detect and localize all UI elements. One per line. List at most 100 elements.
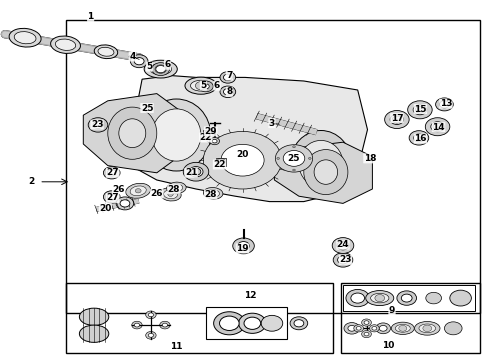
Ellipse shape	[170, 184, 183, 192]
Circle shape	[423, 325, 432, 332]
Circle shape	[134, 58, 144, 65]
Circle shape	[440, 101, 449, 108]
Circle shape	[338, 256, 348, 264]
Text: 14: 14	[432, 122, 445, 131]
Circle shape	[156, 66, 166, 73]
Circle shape	[390, 114, 404, 125]
Ellipse shape	[366, 291, 394, 306]
Circle shape	[261, 315, 283, 331]
Circle shape	[433, 123, 442, 130]
Ellipse shape	[108, 107, 157, 159]
Text: 8: 8	[226, 87, 232, 96]
Circle shape	[362, 319, 371, 326]
Circle shape	[189, 167, 203, 177]
Circle shape	[212, 139, 217, 143]
Circle shape	[376, 323, 391, 334]
Ellipse shape	[144, 60, 177, 78]
Ellipse shape	[14, 32, 36, 44]
Text: 17: 17	[391, 113, 403, 122]
Circle shape	[375, 294, 385, 302]
Circle shape	[204, 130, 213, 137]
Text: 23: 23	[91, 120, 103, 129]
Circle shape	[223, 89, 232, 95]
Text: 25: 25	[141, 104, 153, 112]
Circle shape	[238, 242, 249, 250]
Circle shape	[369, 325, 379, 332]
Text: 12: 12	[244, 291, 256, 300]
Text: 28: 28	[204, 190, 217, 199]
Circle shape	[148, 313, 153, 317]
Circle shape	[337, 241, 349, 250]
Circle shape	[217, 158, 225, 165]
Ellipse shape	[130, 186, 146, 196]
Ellipse shape	[164, 190, 177, 199]
Bar	[341, 283, 480, 353]
Ellipse shape	[152, 109, 201, 161]
Circle shape	[244, 317, 261, 329]
Circle shape	[132, 321, 142, 329]
Circle shape	[436, 98, 453, 111]
Circle shape	[354, 325, 364, 332]
Text: 6: 6	[165, 60, 171, 69]
Ellipse shape	[50, 36, 80, 53]
Ellipse shape	[142, 99, 211, 171]
Ellipse shape	[314, 160, 338, 184]
Text: 28: 28	[168, 184, 180, 194]
Text: 13: 13	[440, 99, 452, 108]
Text: 6: 6	[214, 81, 220, 90]
Circle shape	[413, 105, 427, 115]
Circle shape	[392, 116, 402, 123]
Circle shape	[346, 289, 369, 307]
Text: 20: 20	[236, 150, 249, 159]
Ellipse shape	[119, 119, 146, 148]
Text: 16: 16	[414, 134, 427, 143]
Circle shape	[364, 332, 369, 336]
Text: 7: 7	[226, 71, 233, 80]
Ellipse shape	[167, 182, 186, 194]
Text: 29: 29	[204, 127, 217, 136]
Ellipse shape	[160, 188, 181, 201]
Text: 5: 5	[147, 62, 152, 71]
Circle shape	[277, 157, 279, 159]
Circle shape	[401, 294, 412, 302]
Ellipse shape	[395, 324, 410, 332]
Ellipse shape	[290, 130, 352, 197]
Circle shape	[333, 253, 353, 267]
Circle shape	[431, 122, 444, 132]
Circle shape	[372, 327, 377, 330]
Bar	[66, 283, 333, 353]
Ellipse shape	[191, 80, 211, 91]
Circle shape	[146, 311, 156, 319]
Circle shape	[332, 238, 354, 253]
Text: 10: 10	[382, 341, 395, 350]
Circle shape	[152, 63, 170, 76]
Text: 27: 27	[106, 168, 119, 177]
Circle shape	[88, 118, 108, 132]
Circle shape	[210, 138, 220, 145]
Text: 15: 15	[414, 104, 427, 114]
Ellipse shape	[79, 325, 109, 342]
Circle shape	[293, 146, 295, 148]
Ellipse shape	[79, 308, 109, 325]
Circle shape	[348, 325, 356, 331]
Text: 5: 5	[200, 81, 206, 90]
Text: 23: 23	[339, 256, 352, 264]
Text: 25: 25	[287, 154, 299, 163]
Circle shape	[294, 320, 304, 327]
Circle shape	[107, 170, 116, 176]
Circle shape	[450, 290, 471, 306]
Text: 3: 3	[269, 118, 275, 127]
Circle shape	[344, 323, 360, 334]
Circle shape	[130, 55, 148, 68]
Circle shape	[183, 162, 209, 181]
Text: 18: 18	[364, 154, 376, 163]
Circle shape	[239, 313, 266, 333]
Circle shape	[146, 332, 156, 339]
Circle shape	[221, 144, 264, 176]
Ellipse shape	[304, 150, 348, 194]
Polygon shape	[122, 76, 368, 202]
Circle shape	[364, 321, 369, 324]
Ellipse shape	[419, 324, 436, 333]
Circle shape	[191, 168, 201, 175]
Text: 4: 4	[129, 52, 136, 61]
